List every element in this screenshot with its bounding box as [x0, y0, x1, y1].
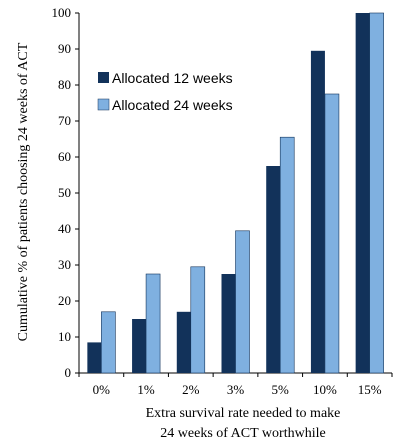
- y-tick-label: 70: [58, 113, 71, 128]
- y-tick-label: 0: [65, 365, 72, 380]
- legend-swatch-12-weeks: [98, 72, 109, 83]
- legend-swatch-24-weeks: [97, 98, 110, 111]
- y-axis: 0 10 20 30 40 50 60 70 80 90 100: [52, 5, 80, 380]
- x-tick-label: 2%: [182, 382, 200, 397]
- bar-12-weeks: [266, 166, 281, 373]
- x-tick-label: 5%: [272, 382, 290, 397]
- legend: Allocated 12 weeks Allocated 24 weeks: [97, 70, 233, 113]
- x-axis: 0% 1% 2% 3% 5% 10% 15%: [78, 372, 393, 397]
- bar-12-weeks: [355, 13, 370, 373]
- legend-label-24-weeks: Allocated 24 weeks: [112, 97, 233, 113]
- y-tick-label: 10: [58, 329, 71, 344]
- bar-12-weeks: [176, 311, 191, 373]
- y-tick-label: 60: [58, 149, 71, 164]
- x-axis-title-line-1: Extra survival rate needed to make: [146, 406, 341, 421]
- bar-24-weeks: [324, 93, 340, 374]
- x-tick-label: 3%: [227, 382, 245, 397]
- x-tick-label: 1%: [137, 382, 155, 397]
- legend-label-12-weeks: Allocated 12 weeks: [112, 70, 233, 86]
- y-tick-label: 50: [58, 185, 71, 200]
- x-tick-label: 0%: [93, 382, 111, 397]
- bar-12-weeks: [132, 319, 147, 373]
- y-axis-title: Cumulative % of patients choosing 24 wee…: [16, 42, 31, 341]
- y-tick-label: 100: [52, 5, 72, 20]
- x-tick-label: 10%: [313, 382, 337, 397]
- bar-12-weeks: [221, 274, 236, 373]
- y-tick-label: 90: [58, 41, 71, 56]
- y-tick-label: 20: [58, 293, 71, 308]
- bar-24-weeks: [190, 266, 206, 374]
- bar-12-weeks: [310, 50, 325, 374]
- bar-24-weeks: [369, 12, 384, 374]
- y-tick-label: 30: [58, 257, 71, 272]
- bars: [87, 12, 384, 374]
- bar-12-weeks: [87, 342, 102, 373]
- bar-24-weeks: [279, 136, 295, 374]
- x-axis-title-line-2: 24 weeks of ACT worthwhile: [160, 426, 325, 441]
- bar-24-weeks: [101, 311, 116, 374]
- bar-24-weeks: [235, 230, 250, 374]
- y-tick-label: 80: [58, 77, 71, 92]
- y-tick-label: 40: [58, 221, 71, 236]
- bar-24-weeks: [145, 273, 161, 374]
- x-tick-label: 15%: [358, 382, 382, 397]
